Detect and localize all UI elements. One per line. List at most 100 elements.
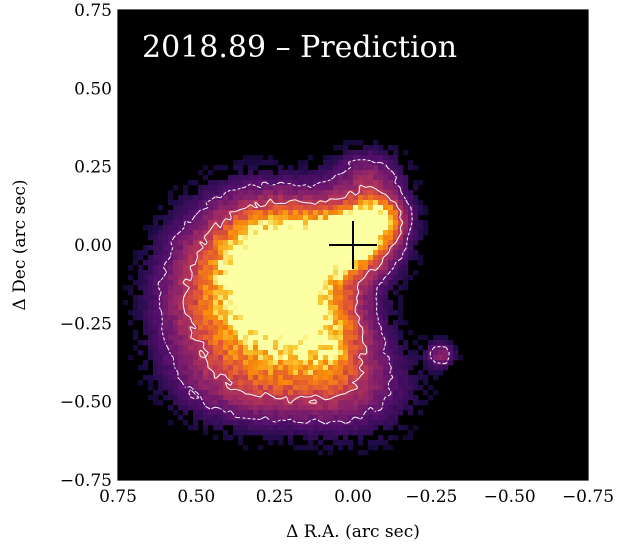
image-pixel bbox=[318, 415, 324, 421]
image-pixel bbox=[343, 260, 349, 266]
image-pixel bbox=[323, 225, 329, 231]
image-pixel bbox=[368, 440, 374, 446]
image-pixel bbox=[203, 400, 209, 406]
image-pixel bbox=[163, 280, 169, 286]
image-pixel bbox=[268, 225, 274, 231]
image-pixel bbox=[238, 210, 244, 216]
image-pixel bbox=[383, 425, 389, 431]
image-pixel bbox=[433, 390, 439, 396]
image-pixel bbox=[263, 410, 269, 416]
image-pixel bbox=[238, 200, 244, 206]
image-pixel bbox=[278, 350, 284, 356]
image-pixel bbox=[208, 405, 214, 411]
image-pixel bbox=[253, 420, 259, 426]
image-pixel bbox=[173, 255, 179, 261]
image-pixel bbox=[263, 170, 269, 176]
image-pixel bbox=[348, 155, 354, 161]
image-pixel bbox=[213, 255, 219, 261]
image-pixel bbox=[268, 425, 274, 431]
image-pixel bbox=[288, 190, 294, 196]
image-pixel bbox=[193, 425, 199, 431]
image-pixel bbox=[403, 380, 409, 386]
image-pixel bbox=[333, 315, 339, 321]
image-pixel bbox=[233, 195, 239, 201]
image-pixel bbox=[398, 270, 404, 276]
image-pixel bbox=[358, 295, 364, 301]
image-pixel bbox=[258, 295, 264, 301]
image-pixel bbox=[323, 185, 329, 191]
image-pixel bbox=[378, 290, 384, 296]
image-pixel bbox=[218, 165, 224, 171]
image-pixel bbox=[193, 355, 199, 361]
image-pixel bbox=[303, 435, 309, 441]
image-pixel bbox=[278, 245, 284, 251]
image-pixel bbox=[223, 295, 229, 301]
image-pixel bbox=[343, 400, 349, 406]
image-pixel bbox=[238, 395, 244, 401]
image-pixel bbox=[188, 405, 194, 411]
image-pixel bbox=[258, 405, 264, 411]
image-pixel bbox=[433, 335, 439, 341]
image-pixel bbox=[388, 195, 394, 201]
image-pixel bbox=[208, 370, 214, 376]
image-pixel bbox=[138, 300, 144, 306]
image-pixel bbox=[218, 245, 224, 251]
image-pixel bbox=[323, 265, 329, 271]
image-pixel bbox=[338, 190, 344, 196]
image-pixel bbox=[148, 380, 154, 386]
image-pixel bbox=[153, 315, 159, 321]
image-pixel bbox=[158, 365, 164, 371]
image-pixel bbox=[398, 300, 404, 306]
image-pixel bbox=[268, 330, 274, 336]
image-pixel bbox=[308, 270, 314, 276]
image-pixel bbox=[268, 215, 274, 221]
image-pixel bbox=[148, 395, 154, 401]
image-pixel bbox=[393, 265, 399, 271]
image-pixel bbox=[278, 200, 284, 206]
image-pixel bbox=[398, 380, 404, 386]
image-pixel bbox=[408, 195, 414, 201]
image-pixel bbox=[398, 345, 404, 351]
image-pixel bbox=[328, 225, 334, 231]
image-pixel bbox=[378, 175, 384, 181]
image-pixel bbox=[233, 340, 239, 346]
image-pixel bbox=[403, 230, 409, 236]
image-pixel bbox=[183, 240, 189, 246]
image-pixel bbox=[198, 220, 204, 226]
image-pixel bbox=[178, 280, 184, 286]
image-pixel bbox=[308, 175, 314, 181]
image-pixel bbox=[288, 415, 294, 421]
image-pixel bbox=[313, 420, 319, 426]
image-pixel bbox=[353, 280, 359, 286]
image-pixel bbox=[333, 205, 339, 211]
image-pixel bbox=[208, 330, 214, 336]
image-pixel bbox=[293, 370, 299, 376]
image-pixel bbox=[158, 245, 164, 251]
image-pixel bbox=[403, 265, 409, 271]
image-pixel bbox=[183, 325, 189, 331]
image-pixel bbox=[373, 175, 379, 181]
image-pixel bbox=[263, 335, 269, 341]
image-pixel bbox=[343, 390, 349, 396]
image-pixel bbox=[378, 355, 384, 361]
image-pixel bbox=[313, 310, 319, 316]
image-pixel bbox=[128, 265, 134, 271]
image-pixel bbox=[168, 385, 174, 391]
image-pixel bbox=[353, 375, 359, 381]
image-pixel bbox=[378, 270, 384, 276]
image-pixel bbox=[288, 225, 294, 231]
image-pixel bbox=[238, 435, 244, 441]
image-pixel bbox=[178, 295, 184, 301]
image-pixel bbox=[218, 310, 224, 316]
image-pixel bbox=[328, 155, 334, 161]
image-pixel bbox=[233, 210, 239, 216]
image-pixel bbox=[343, 285, 349, 291]
image-pixel bbox=[273, 395, 279, 401]
image-pixel bbox=[333, 365, 339, 371]
image-pixel bbox=[378, 370, 384, 376]
image-pixel bbox=[308, 265, 314, 271]
image-pixel bbox=[338, 335, 344, 341]
image-pixel bbox=[393, 375, 399, 381]
image-pixel bbox=[358, 410, 364, 416]
image-pixel bbox=[258, 365, 264, 371]
